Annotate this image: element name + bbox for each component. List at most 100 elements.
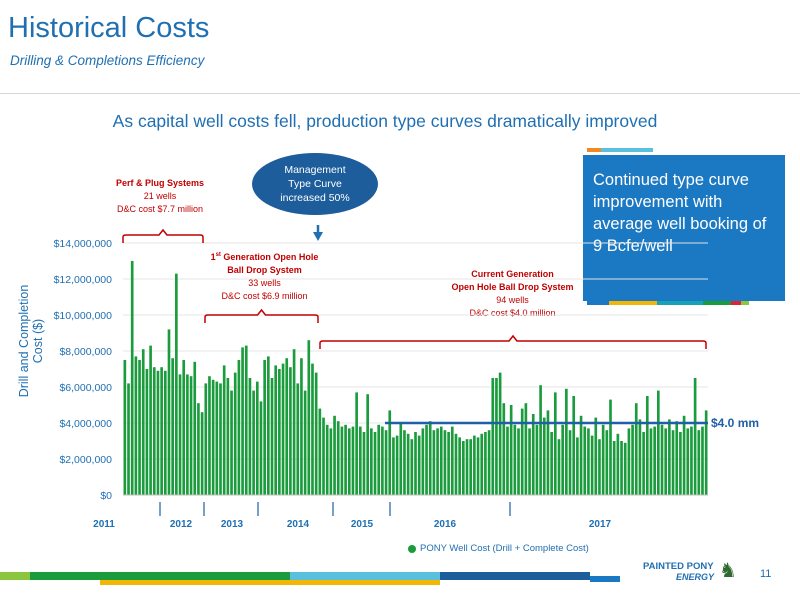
cost-bar	[657, 390, 660, 495]
cost-bar	[149, 345, 152, 495]
cost-bar	[601, 424, 605, 495]
cost-bar	[226, 378, 230, 495]
gen1-annotation: 1st Generation Open Hole Ball Drop Syste…	[197, 249, 332, 303]
cost-bar	[550, 432, 553, 495]
cost-bar	[163, 370, 167, 495]
cost-bar	[285, 358, 289, 495]
cost-bar	[450, 426, 454, 495]
cost-bar	[693, 378, 697, 495]
callout-accent-cyan	[657, 301, 703, 305]
footer-strip-navy	[440, 572, 590, 580]
perf-title: Perf & Plug Systems	[115, 178, 205, 188]
cost-bar	[123, 360, 127, 495]
management-bubble: Management Type Curve increased 50%	[252, 153, 378, 215]
gen1-title-sup: st	[215, 252, 221, 258]
cost-bar	[134, 356, 138, 495]
callout-accent-orange	[587, 148, 601, 152]
perf-plug-annotation: Perf & Plug Systems 21 wells D&C cost $7…	[100, 177, 220, 216]
cost-bar	[289, 367, 292, 495]
cost-bar	[668, 419, 671, 495]
cost-bar	[186, 374, 189, 495]
cost-bar	[208, 376, 211, 495]
cost-bar	[175, 273, 178, 495]
cost-bar	[274, 365, 278, 495]
cost-bar	[193, 361, 197, 495]
cost-bar	[701, 426, 704, 495]
current-wells: 94 wells	[496, 295, 529, 305]
cost-bar	[454, 433, 458, 495]
cost-bar	[399, 423, 403, 495]
bubble-line-1: Management	[284, 164, 346, 176]
cost-bar	[690, 426, 693, 495]
perf-cost: D&C cost $7.7 million	[116, 204, 204, 214]
year-label: 2015	[351, 519, 374, 530]
cost-bar	[439, 426, 443, 495]
cost-bar	[204, 383, 208, 495]
cost-bar	[462, 441, 465, 495]
cost-bar	[403, 430, 406, 495]
current-title2: Open Hole Ball Drop System	[451, 282, 574, 292]
cost-bar	[322, 417, 325, 495]
cost-bar	[531, 414, 535, 495]
gen1-title-b: Generation Open Hole	[220, 252, 319, 262]
cost-bar	[127, 383, 130, 495]
cost-bar	[373, 432, 377, 495]
cost-bar	[627, 428, 631, 495]
cost-bar	[576, 437, 579, 495]
cost-bar	[395, 435, 399, 495]
cost-bar	[502, 403, 506, 495]
cost-bar	[410, 439, 414, 495]
cost-bar	[469, 439, 473, 495]
cost-bar	[642, 432, 645, 495]
cost-bar	[645, 396, 649, 495]
cost-bar	[498, 372, 502, 495]
cost-bar	[631, 424, 634, 495]
perf-wells: 21 wells	[143, 191, 177, 201]
cost-bar	[333, 415, 336, 495]
cost-bar	[612, 441, 616, 495]
cost-bar	[568, 430, 572, 495]
current-gen-bracket	[319, 334, 707, 349]
footer-strip-yellow	[100, 580, 440, 585]
cost-bar	[138, 360, 141, 495]
page-subtitle: Drilling & Completions Efficiency	[10, 53, 205, 68]
cost-bar	[421, 428, 425, 495]
cost-bar	[539, 385, 542, 495]
cost-bar	[682, 415, 686, 495]
cost-bar	[171, 358, 174, 495]
cost-bar	[156, 370, 160, 495]
year-label: 2011	[93, 519, 115, 530]
current-title: Current Generation	[471, 269, 554, 279]
cost-bar	[506, 426, 509, 495]
chart-legend: PONY Well Cost (Drill + Complete Cost)	[408, 543, 589, 554]
y-tick-label: $12,000,000	[54, 274, 113, 286]
cost-bar	[484, 432, 487, 495]
cost-bar	[384, 430, 388, 495]
cost-bar	[546, 410, 550, 495]
callout-accent-red	[731, 301, 741, 305]
callout-accent-lime	[741, 301, 749, 305]
cost-bar	[392, 437, 395, 495]
cost-bar	[311, 363, 314, 495]
cost-bar	[167, 329, 171, 495]
page-title: Historical Costs	[8, 12, 210, 44]
cost-bar	[605, 430, 609, 495]
cost-bar	[219, 383, 222, 495]
header-divider	[0, 93, 800, 94]
cost-bar	[211, 379, 215, 495]
cost-bar	[252, 390, 255, 495]
cost-bar	[248, 378, 252, 495]
legend-label: PONY Well Cost (Drill + Complete Cost)	[420, 543, 589, 554]
cost-bar	[381, 426, 384, 495]
cost-bar	[524, 403, 528, 495]
cost-bar	[572, 396, 576, 495]
horse-logo-icon: ♞	[719, 560, 737, 582]
cost-bar	[480, 433, 484, 495]
cost-bar	[141, 349, 145, 495]
cost-bar	[704, 410, 708, 495]
cost-bar	[697, 430, 701, 495]
cost-bar	[425, 424, 428, 495]
cost-bar	[329, 428, 333, 495]
cost-bar	[351, 426, 355, 495]
cost-bar	[491, 378, 495, 495]
